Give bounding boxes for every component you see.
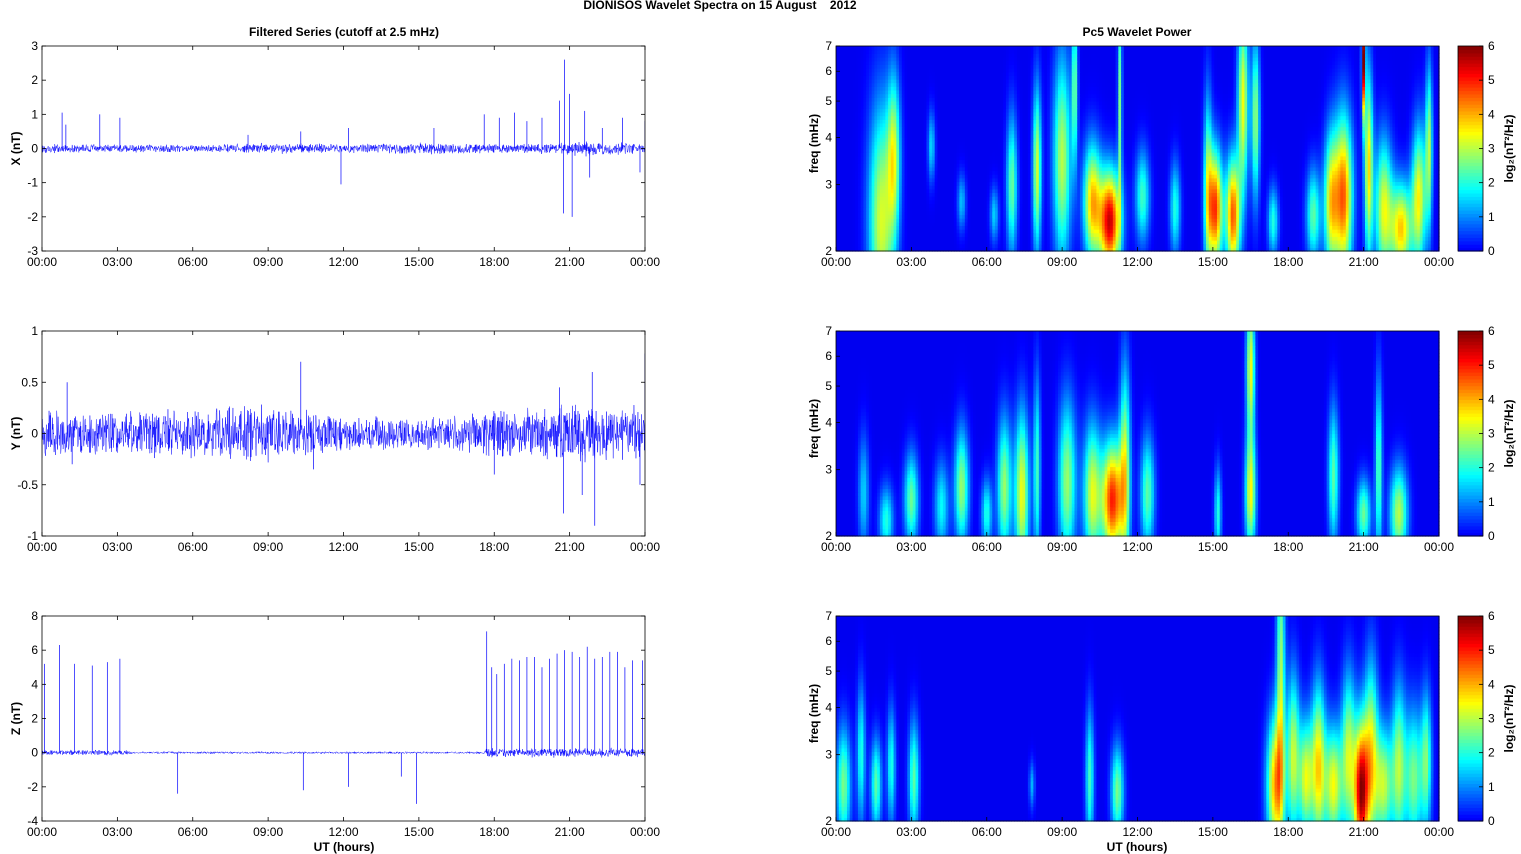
xtick-label-2: 06:00 [178,255,208,269]
ytick-label-1: -0.5 [17,478,38,492]
ytick-label-4: 4 [31,677,38,691]
ytick-label-6: 3 [31,39,38,53]
xtick-label-4: 12:00 [328,825,358,839]
xtick-label-3: 09:00 [253,825,283,839]
xtick-label-1: 03:00 [102,825,132,839]
xtick-label-6: 18:00 [479,825,509,839]
ytick-label-2: 0 [31,427,38,441]
xtick-label-5: 15:00 [404,255,434,269]
figure-title: DIONISOS Wavelet Spectra on 15 August 20… [583,0,857,12]
xtick-label-0: 00:00 [27,540,57,554]
ytick-label-4: 1 [31,107,38,121]
xtick-label-8: 00:00 [630,255,660,269]
ytick-label-1: -2 [27,780,38,794]
xtick-label-1: 03:00 [102,540,132,554]
xtick-label-3: 09:00 [253,540,283,554]
xtick-label-1: 03:00 [102,255,132,269]
xtick-label-4: 12:00 [328,540,358,554]
ytick-label-2: -1 [27,176,38,190]
xtick-label-6: 18:00 [479,255,509,269]
plot-area [42,616,645,821]
xtick-label-0: 00:00 [27,825,57,839]
right-column-title: Pc5 Wavelet Power [1083,25,1192,39]
xtick-label-6: 18:00 [479,540,509,554]
ylabel: X (nT) [9,132,23,166]
xtick-label-0: 00:00 [27,255,57,269]
xtick-label-8: 00:00 [630,825,660,839]
ytick-label-3: 0.5 [21,375,38,389]
ytick-label-5: 6 [31,643,38,657]
ytick-label-2: 0 [31,746,38,760]
ytick-label-5: 2 [31,73,38,87]
ytick-label-6: 8 [31,609,38,623]
xtick-label-8: 00:00 [630,540,660,554]
xtick-label-3: 09:00 [253,255,283,269]
xtick-label-7: 21:00 [555,255,585,269]
xtick-label-7: 21:00 [555,825,585,839]
ytick-label-1: -2 [27,210,38,224]
xtick-label-5: 15:00 [404,540,434,554]
xtick-label-5: 15:00 [404,825,434,839]
ytick-label-3: 0 [31,142,38,156]
ytick-label-3: 2 [31,712,38,726]
xtick-label-2: 06:00 [178,825,208,839]
ylabel: Z (nT) [9,702,23,735]
left-column-title: Filtered Series (cutoff at 2.5 mHz) [249,25,439,39]
xtick-label-7: 21:00 [555,540,585,554]
ylabel: Y (nT) [9,417,23,451]
xtick-label-2: 06:00 [178,540,208,554]
xtick-label-4: 12:00 [328,255,358,269]
ytick-label-4: 1 [31,324,38,338]
